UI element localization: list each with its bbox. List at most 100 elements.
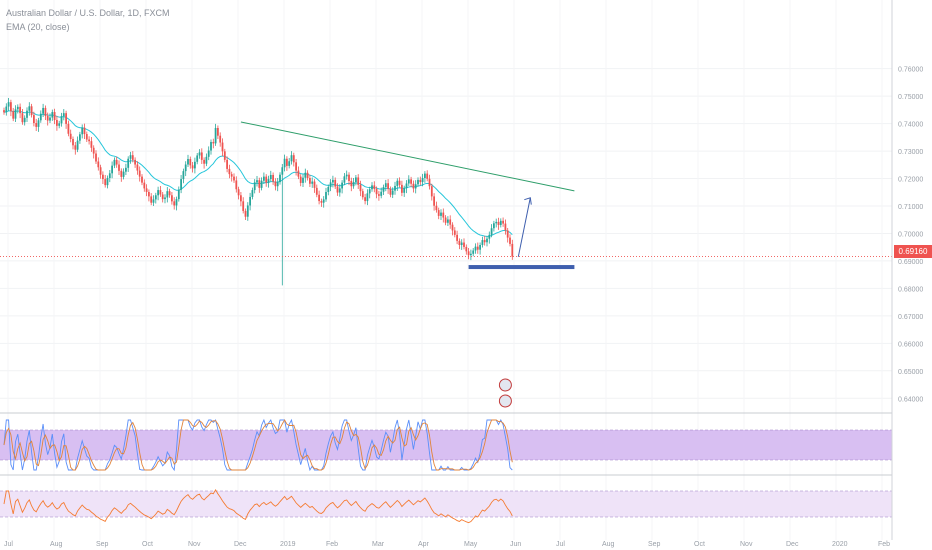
candle-body bbox=[499, 220, 502, 225]
candle-body bbox=[115, 159, 118, 165]
candle-body bbox=[348, 174, 350, 182]
candle-body bbox=[35, 123, 38, 127]
candle-body bbox=[10, 102, 12, 112]
candle-body bbox=[267, 179, 270, 183]
candle-body bbox=[373, 185, 376, 189]
candle-body bbox=[447, 219, 449, 223]
candle-body bbox=[79, 134, 81, 141]
event-flag-icon[interactable] bbox=[498, 394, 512, 408]
candle-body bbox=[108, 173, 111, 178]
candle-body bbox=[102, 174, 104, 180]
candle-body bbox=[352, 182, 355, 187]
candle-body bbox=[161, 194, 164, 200]
candle-body bbox=[131, 155, 134, 160]
candle-body bbox=[191, 165, 194, 169]
candle-body bbox=[401, 184, 403, 193]
time-tick: 2020 bbox=[832, 541, 848, 548]
candle-body bbox=[341, 182, 343, 189]
stoch-d-line bbox=[3, 419, 513, 471]
support-zone[interactable] bbox=[468, 265, 575, 270]
time-tick: Aug bbox=[50, 541, 63, 548]
candle-body bbox=[456, 234, 458, 241]
candle-body bbox=[419, 179, 422, 183]
candle-body bbox=[46, 115, 49, 121]
candles-layer bbox=[3, 98, 514, 286]
candle-body bbox=[251, 190, 254, 197]
candle-body bbox=[154, 195, 157, 200]
candle-body bbox=[297, 170, 300, 177]
candle-body bbox=[380, 191, 383, 196]
candle-body bbox=[12, 111, 15, 119]
candle-body bbox=[143, 182, 146, 189]
axes-layer: 0.76000 0.75000 0.74000 0.73000 0.72000 0.710… bbox=[4, 0, 923, 548]
candle-body bbox=[113, 159, 116, 166]
symbol-title: Australian Dollar / U.S. Dollar, 1D, FXC… bbox=[6, 8, 170, 18]
candle-body bbox=[338, 188, 341, 193]
candle-body bbox=[311, 181, 314, 184]
indicator-legend: EMA (20, close) bbox=[6, 22, 70, 32]
price-tick: 0.76000 bbox=[898, 67, 923, 74]
time-tick: Feb bbox=[326, 541, 338, 548]
candle-body bbox=[16, 106, 19, 110]
candle-body bbox=[53, 112, 56, 121]
candle-body bbox=[387, 183, 389, 189]
price-tick: 0.67000 bbox=[898, 314, 923, 321]
candle-body bbox=[203, 159, 205, 164]
price-tick: 0.64000 bbox=[898, 396, 923, 403]
candle-body bbox=[72, 138, 74, 146]
candle-body bbox=[371, 185, 373, 190]
rsi-pane bbox=[0, 474, 892, 524]
candle-body bbox=[497, 221, 500, 225]
price-tick: 0.73000 bbox=[898, 149, 923, 156]
candle-body bbox=[125, 167, 127, 172]
candle-body bbox=[157, 190, 159, 196]
candle-body bbox=[58, 123, 61, 126]
candle-body bbox=[39, 113, 42, 121]
candle-body bbox=[67, 123, 70, 134]
price-tick: 0.74000 bbox=[898, 122, 923, 129]
candle-body bbox=[412, 183, 415, 189]
price-tick: 0.75000 bbox=[898, 94, 923, 101]
candle-body bbox=[235, 180, 238, 190]
candle-body bbox=[474, 246, 477, 251]
descending-trendline[interactable] bbox=[240, 121, 575, 192]
time-tick: Dec bbox=[234, 541, 247, 548]
candle-body bbox=[286, 158, 288, 166]
candle-body bbox=[111, 165, 113, 174]
candle-body bbox=[85, 134, 88, 140]
candle-body bbox=[51, 112, 54, 118]
candle-body bbox=[364, 197, 366, 202]
candle-body bbox=[177, 189, 180, 200]
candle-body bbox=[442, 212, 445, 218]
candle-body bbox=[244, 210, 247, 217]
candle-body bbox=[246, 205, 249, 217]
candle-body bbox=[403, 188, 406, 193]
candle-body bbox=[159, 190, 162, 195]
candle-body bbox=[265, 176, 268, 183]
candle-body bbox=[118, 164, 120, 171]
candle-body bbox=[495, 221, 498, 224]
candle-body bbox=[221, 142, 224, 152]
time-tick: Jul bbox=[4, 541, 13, 548]
event-flag-icon[interactable] bbox=[498, 378, 512, 392]
candle-body bbox=[405, 183, 408, 189]
candle-body bbox=[253, 182, 256, 191]
candle-body bbox=[104, 179, 107, 186]
candle-body bbox=[440, 212, 442, 216]
candle-body bbox=[129, 155, 132, 159]
time-tick: Nov bbox=[740, 541, 753, 548]
candle-body bbox=[136, 164, 139, 171]
price-tick: 0.68000 bbox=[898, 286, 923, 293]
candle-body bbox=[26, 110, 28, 118]
candle-body bbox=[332, 179, 334, 183]
candle-body bbox=[299, 176, 302, 183]
candle-body bbox=[483, 240, 486, 243]
candle-body bbox=[205, 156, 208, 164]
candle-body bbox=[437, 210, 440, 216]
pane-band bbox=[0, 430, 892, 460]
candle-body bbox=[306, 172, 309, 178]
candle-body bbox=[327, 187, 330, 192]
candle-body bbox=[428, 178, 431, 187]
candle-body bbox=[355, 177, 357, 183]
